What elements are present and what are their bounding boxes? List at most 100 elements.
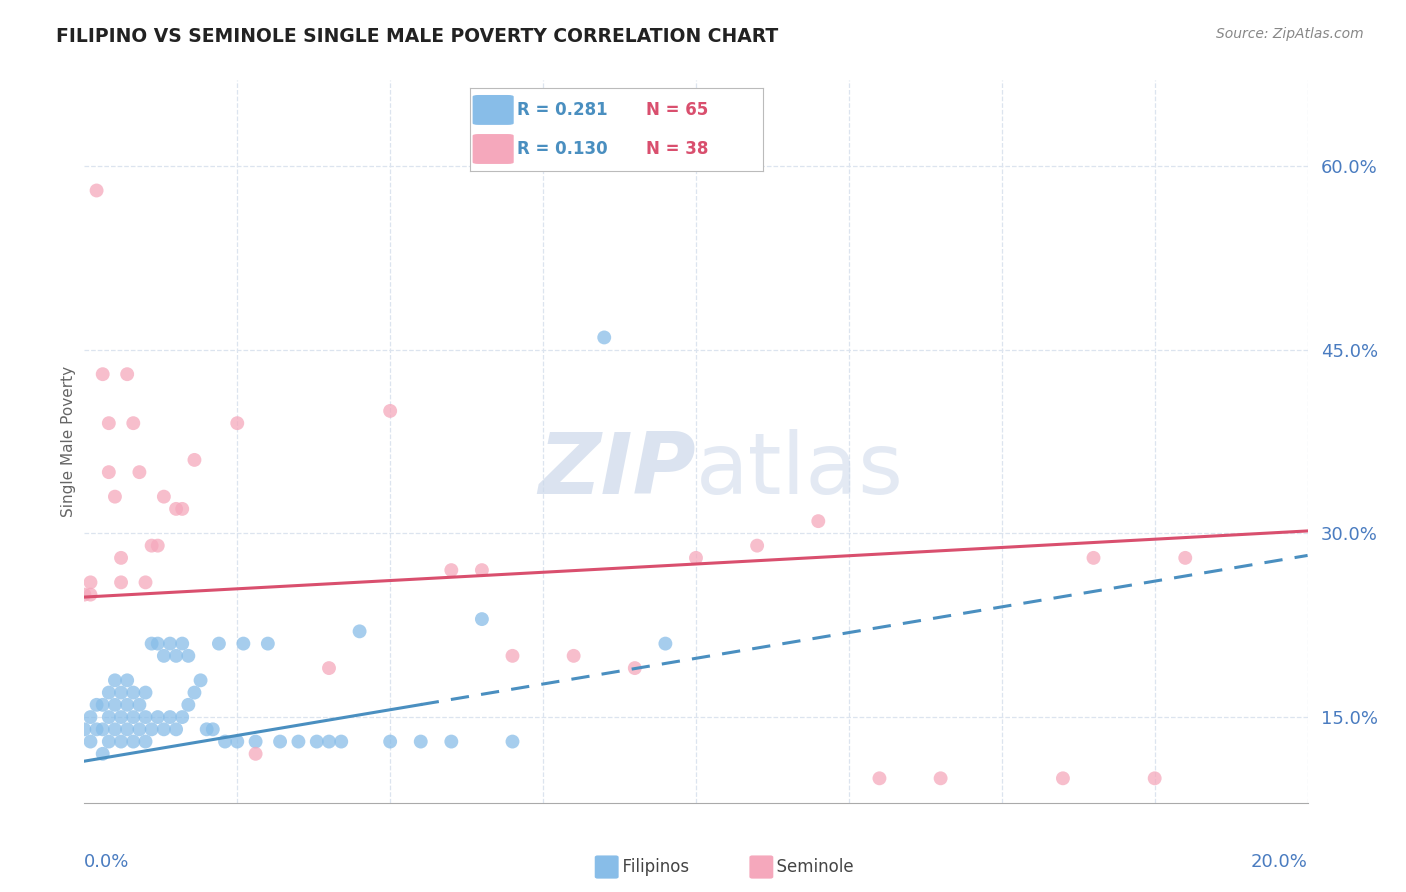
Point	[104, 673, 127, 688]
Text: 0.0%: 0.0%	[84, 854, 129, 871]
Point	[502, 648, 524, 663]
Point	[146, 637, 169, 651]
Point	[318, 734, 340, 748]
Point	[73, 723, 96, 737]
Point	[1052, 772, 1074, 786]
Point	[562, 648, 585, 663]
Point	[97, 685, 120, 699]
Point	[153, 490, 176, 504]
Point	[1174, 550, 1197, 565]
Point	[183, 685, 205, 699]
Point	[115, 673, 138, 688]
Point	[110, 710, 132, 724]
Point	[380, 734, 402, 748]
Point	[747, 539, 769, 553]
Point	[245, 734, 267, 748]
Point	[141, 539, 163, 553]
Point	[624, 661, 647, 675]
Point	[195, 723, 218, 737]
Point	[172, 710, 194, 724]
Point	[79, 734, 101, 748]
Text: Filipinos: Filipinos	[612, 858, 689, 876]
Point	[91, 723, 114, 737]
Point	[128, 698, 150, 712]
Point	[86, 723, 108, 737]
Point	[104, 723, 127, 737]
Point	[502, 734, 524, 748]
Point	[349, 624, 371, 639]
Point	[869, 772, 891, 786]
Point	[257, 637, 280, 651]
Point	[409, 734, 432, 748]
Point	[110, 734, 132, 748]
Point	[146, 539, 169, 553]
Point	[471, 563, 494, 577]
Text: Source: ZipAtlas.com: Source: ZipAtlas.com	[1216, 27, 1364, 41]
Point	[190, 673, 212, 688]
Text: atlas: atlas	[696, 429, 904, 512]
Point	[172, 502, 194, 516]
Point	[165, 723, 187, 737]
Point	[245, 747, 267, 761]
Point	[110, 685, 132, 699]
Point	[79, 575, 101, 590]
Point	[141, 723, 163, 737]
Point	[440, 563, 463, 577]
Point	[91, 367, 114, 381]
Point	[685, 550, 707, 565]
Point	[654, 637, 676, 651]
Point	[165, 502, 187, 516]
Point	[1083, 550, 1105, 565]
Point	[159, 710, 181, 724]
Point	[97, 734, 120, 748]
Point	[330, 734, 353, 748]
Point	[135, 685, 157, 699]
Point	[97, 416, 120, 430]
Text: FILIPINO VS SEMINOLE SINGLE MALE POVERTY CORRELATION CHART: FILIPINO VS SEMINOLE SINGLE MALE POVERTY…	[56, 27, 779, 45]
Point	[115, 367, 138, 381]
Point	[172, 637, 194, 651]
Point	[122, 734, 145, 748]
Point	[128, 465, 150, 479]
Point	[122, 685, 145, 699]
Text: ZIP: ZIP	[538, 429, 696, 512]
Point	[440, 734, 463, 748]
Point	[1143, 772, 1166, 786]
Point	[153, 648, 176, 663]
Point	[214, 734, 236, 748]
Point	[128, 723, 150, 737]
Point	[122, 710, 145, 724]
Point	[79, 588, 101, 602]
Point	[104, 490, 127, 504]
Point	[135, 710, 157, 724]
Point	[226, 416, 249, 430]
Point	[135, 575, 157, 590]
Text: Seminole: Seminole	[766, 858, 853, 876]
Point	[97, 710, 120, 724]
Point	[97, 465, 120, 479]
Point	[287, 734, 309, 748]
Point	[807, 514, 830, 528]
Point	[73, 588, 96, 602]
Point	[232, 637, 254, 651]
Point	[201, 723, 224, 737]
Point	[146, 710, 169, 724]
Point	[104, 698, 127, 712]
Point	[929, 772, 952, 786]
Point	[91, 747, 114, 761]
Point	[135, 734, 157, 748]
Point	[86, 184, 108, 198]
Point	[110, 550, 132, 565]
Point	[318, 661, 340, 675]
Point	[177, 648, 200, 663]
Point	[177, 698, 200, 712]
Point	[183, 453, 205, 467]
Point	[110, 575, 132, 590]
Point	[159, 637, 181, 651]
Point	[91, 698, 114, 712]
Point	[141, 637, 163, 651]
Point	[165, 648, 187, 663]
Point	[380, 404, 402, 418]
Point	[86, 698, 108, 712]
Point	[593, 330, 616, 344]
